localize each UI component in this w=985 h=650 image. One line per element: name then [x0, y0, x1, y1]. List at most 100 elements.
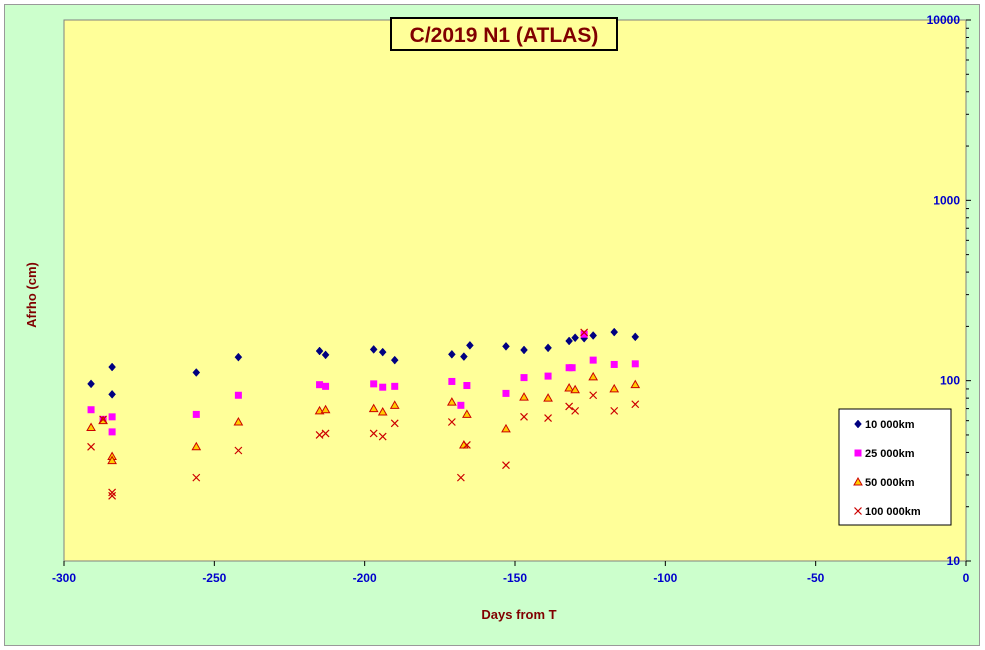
chart-title-box: C/2019 N1 (ATLAS): [390, 17, 618, 51]
legend-items: 10 000km 25 000km 50 000km 100 000km: [853, 419, 921, 518]
data-point-series-4: [631, 400, 640, 409]
legend-marker-3: [853, 476, 863, 486]
data-point-series-2: [610, 360, 618, 368]
legend: 10 000km 25 000km 50 000km 100 000km: [838, 408, 952, 526]
data-point-series-1: [321, 350, 330, 360]
data-point-series-4: [610, 406, 619, 415]
data-point-series-4: [520, 412, 528, 421]
data-point-series-4: [580, 328, 589, 337]
data-point-series-4: [192, 473, 201, 482]
data-point-series-1: [234, 352, 243, 362]
data-point-series-2: [379, 383, 387, 391]
data-point-series-3: [519, 392, 529, 401]
data-point-series-2: [502, 389, 510, 397]
data-point-series-4: [589, 391, 598, 400]
data-point-series-2: [544, 372, 552, 380]
chart-area: -300 -250 -200 -150 -100 -50 0 10 100 1000 10000 D…: [4, 4, 980, 646]
data-point-series-2: [108, 428, 116, 436]
data-point-series-3: [368, 403, 379, 413]
data-point-series-3: [462, 409, 472, 418]
data-point-series-1: [520, 345, 528, 355]
data-point-series-2: [580, 330, 588, 338]
data-point-series-3: [564, 383, 574, 392]
data-point-series-1: [390, 355, 399, 365]
x-tick-label: -250: [202, 571, 226, 585]
data-point-series-3: [191, 441, 202, 451]
data-point-series-4: [447, 418, 456, 426]
x-tick-label: 0: [963, 571, 970, 585]
y-axis-title: Afrho (cm): [24, 262, 39, 328]
data-point-series-4: [87, 442, 95, 451]
data-point-series-1: [589, 331, 598, 340]
data-point-series-2: [457, 401, 465, 409]
data-point-series-3: [570, 384, 580, 394]
data-point-series-2: [589, 356, 597, 364]
data-point-series-4: [315, 431, 324, 439]
data-point-series-2: [87, 406, 95, 414]
data-point-series-3: [377, 407, 388, 416]
data-point-series-1: [108, 389, 116, 399]
data-point-series-4: [378, 432, 387, 441]
data-point-series-4: [234, 446, 243, 455]
data-point-series-3: [501, 423, 511, 433]
data-point-series-2: [322, 382, 330, 390]
data-point-series-4: [108, 491, 117, 500]
legend-label-3: 50 000km: [865, 477, 915, 489]
data-point-series-4: [456, 473, 465, 482]
data-point-series-3: [107, 455, 117, 465]
data-point-series-3: [233, 416, 244, 426]
data-point-series-1: [610, 327, 619, 337]
scatter-chart: -300 -250 -200 -150 -100 -50 010 100 1000 10000 D…: [24, 13, 971, 622]
x-tick-label: -50: [807, 571, 825, 585]
legend-label-1: 10 000km: [865, 419, 915, 431]
data-point-series-1: [502, 341, 510, 351]
x-tick-label: -300: [52, 571, 76, 585]
y-tick-label: 1000: [933, 193, 960, 207]
legend-marker-4: [854, 507, 862, 515]
data-point-series-1: [631, 332, 640, 342]
data-point-series-2: [448, 377, 456, 385]
data-point-series-3: [609, 383, 620, 393]
data-point-series-3: [588, 371, 599, 381]
legend-marker-2: [854, 449, 862, 457]
data-point-series-2: [463, 382, 471, 390]
data-point-series-1: [565, 336, 573, 346]
points-layer: [86, 327, 641, 500]
data-point-series-3: [389, 400, 400, 409]
data-point-series-4: [571, 406, 580, 415]
data-point-series-4: [502, 461, 510, 470]
data-point-series-3: [630, 379, 641, 389]
data-point-series-2: [631, 360, 639, 368]
data-point-series-1: [448, 349, 456, 359]
y-tick-label: 10: [947, 554, 961, 568]
data-point-series-3: [446, 397, 457, 406]
data-point-series-3: [543, 393, 553, 402]
data-point-series-3: [320, 404, 331, 414]
data-point-series-4: [321, 429, 330, 438]
x-tick-label: -150: [503, 571, 527, 585]
data-point-series-2: [192, 410, 200, 418]
plot-area: [63, 19, 967, 562]
x-tick-label: -100: [653, 571, 677, 585]
legend-marker-1: [854, 419, 862, 429]
data-point-series-1: [192, 368, 201, 377]
legend-box: [838, 408, 952, 526]
data-point-series-1: [87, 379, 95, 389]
data-point-series-1: [460, 352, 468, 361]
data-point-series-4: [99, 415, 108, 424]
legend-label-4: 100 000km: [865, 506, 921, 518]
data-point-series-2: [234, 391, 242, 399]
chart-title: C/2019 N1 (ATLAS): [410, 24, 599, 47]
data-point-series-4: [369, 429, 378, 438]
x-tick-label: -200: [353, 571, 377, 585]
data-point-series-2: [391, 382, 399, 390]
data-point-series-4: [108, 488, 117, 497]
data-point-series-2: [108, 413, 116, 421]
data-point-series-4: [544, 414, 552, 423]
data-point-series-1: [369, 345, 378, 354]
data-point-series-3: [86, 422, 96, 431]
ticks-layer: -300 -250 -200 -150 -100 -50 010 100 1000 10000: [52, 13, 971, 585]
data-point-series-4: [462, 441, 471, 449]
data-point-series-4: [390, 419, 399, 428]
x-axis-title: Days from T: [481, 607, 556, 622]
